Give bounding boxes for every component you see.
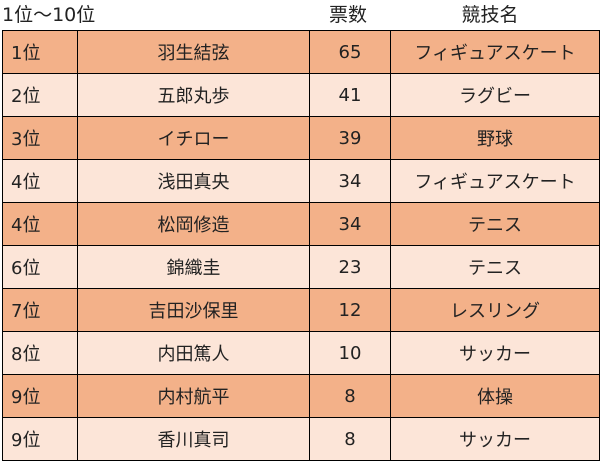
table-row: 7位 吉田沙保里 12 レスリング xyxy=(2,288,600,332)
sport-cell: 体操 xyxy=(390,374,600,418)
rank-cell: 4位 xyxy=(2,202,78,246)
athlete-name-cell: 羽生結弦 xyxy=(77,30,310,74)
rank-cell: 3位 xyxy=(2,116,78,160)
athlete-name-cell: 浅田真央 xyxy=(77,159,310,203)
athlete-name-cell: イチロー xyxy=(77,116,310,160)
athlete-name-cell: 内村航平 xyxy=(77,374,310,418)
votes-cell: 10 xyxy=(309,331,391,375)
table-row: 9位 香川真司 8 サッカー xyxy=(2,417,600,461)
rank-cell: 9位 xyxy=(2,374,78,418)
sport-cell: フィギュアスケート xyxy=(390,30,600,74)
rank-cell: 4位 xyxy=(2,159,78,203)
votes-cell: 39 xyxy=(309,116,391,160)
table-row: 6位 錦織圭 23 テニス xyxy=(2,245,600,289)
table-row: 9位 内村航平 8 体操 xyxy=(2,374,600,418)
rank-cell: 8位 xyxy=(2,331,78,375)
ranking-table: 1位 羽生結弦 65 フィギュアスケート 2位 五郎丸歩 41 ラグビー 3位 … xyxy=(2,30,600,461)
athlete-name-cell: 五郎丸歩 xyxy=(77,73,310,117)
table-row: 4位 浅田真央 34 フィギュアスケート xyxy=(2,159,600,203)
votes-cell: 41 xyxy=(309,73,391,117)
sport-cell: フィギュアスケート xyxy=(390,159,600,203)
table-row: 2位 五郎丸歩 41 ラグビー xyxy=(2,73,600,117)
rank-cell: 2位 xyxy=(2,73,78,117)
athlete-name-cell: 錦織圭 xyxy=(77,245,310,289)
sport-cell: テニス xyxy=(390,245,600,289)
votes-cell: 8 xyxy=(309,374,391,418)
votes-cell: 34 xyxy=(309,202,391,246)
table-row: 8位 内田篤人 10 サッカー xyxy=(2,331,600,375)
sport-cell: テニス xyxy=(390,202,600,246)
header-rank-range: 1位〜10位 xyxy=(2,4,96,26)
table-row: 3位 イチロー 39 野球 xyxy=(2,116,600,160)
athlete-name-cell: 香川真司 xyxy=(77,417,310,461)
rank-cell: 7位 xyxy=(2,288,78,332)
athlete-name-cell: 内田篤人 xyxy=(77,331,310,375)
athlete-name-cell: 吉田沙保里 xyxy=(77,288,310,332)
header-sport: 競技名 xyxy=(461,4,519,26)
sport-cell: サッカー xyxy=(390,331,600,375)
votes-cell: 65 xyxy=(309,30,391,74)
rank-cell: 6位 xyxy=(2,245,78,289)
sport-cell: レスリング xyxy=(390,288,600,332)
votes-cell: 34 xyxy=(309,159,391,203)
table-header: 1位〜10位 票数 競技名 xyxy=(0,0,600,30)
table-row: 4位 松岡修造 34 テニス xyxy=(2,202,600,246)
votes-cell: 8 xyxy=(309,417,391,461)
sport-cell: サッカー xyxy=(390,417,600,461)
sport-cell: ラグビー xyxy=(390,73,600,117)
table-row: 1位 羽生結弦 65 フィギュアスケート xyxy=(2,30,600,74)
votes-cell: 23 xyxy=(309,245,391,289)
votes-cell: 12 xyxy=(309,288,391,332)
rank-cell: 9位 xyxy=(2,417,78,461)
rank-cell: 1位 xyxy=(2,30,78,74)
athlete-name-cell: 松岡修造 xyxy=(77,202,310,246)
sport-cell: 野球 xyxy=(390,116,600,160)
header-votes: 票数 xyxy=(328,4,367,26)
